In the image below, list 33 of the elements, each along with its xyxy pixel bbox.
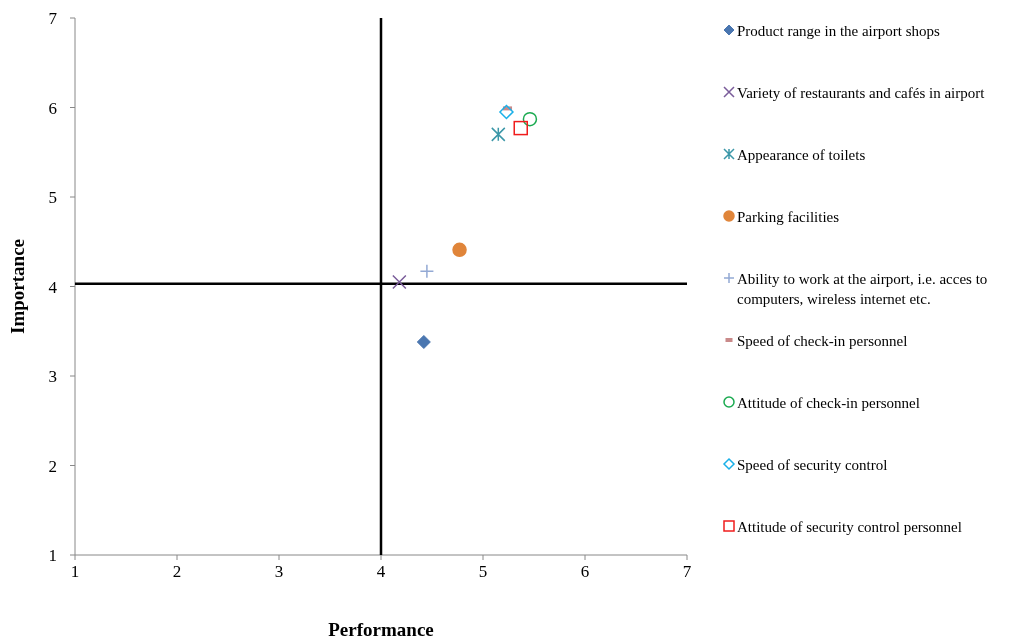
legend-label: Parking facilities — [737, 209, 840, 225]
legend-label: Speed of security control — [737, 457, 888, 473]
y-tick-label: 1 — [48, 546, 57, 565]
x-tick-label: 2 — [172, 562, 182, 581]
legend-label: Attitude of security control personnel — [737, 519, 962, 535]
legend-label: Variety of restaurants and cafés in airport — [737, 85, 986, 101]
y-tick-label: 2 — [48, 456, 57, 476]
y-tick-label: 6 — [48, 98, 57, 118]
x-tick-label: 7 — [682, 562, 692, 581]
x-tick-label: 6 — [580, 562, 590, 581]
x-tick-label: 5 — [478, 562, 488, 581]
point — [419, 264, 435, 279]
point — [452, 242, 467, 258]
legend-label: Product range in the airport shops — [737, 23, 941, 39]
legend-label: Attitude of check-in personnel — [737, 395, 920, 411]
point — [491, 127, 506, 142]
point — [513, 120, 528, 136]
point — [416, 334, 431, 349]
y-tick-label: 4 — [48, 277, 58, 297]
point — [392, 274, 407, 290]
y-tick-label: 7 — [48, 9, 58, 28]
x-tick-label: 3 — [274, 562, 284, 581]
point — [499, 104, 514, 120]
y-axis-title: Importance — [7, 239, 28, 334]
point — [522, 111, 538, 127]
legend-label: Speed of check-in personnel — [737, 333, 908, 349]
legend-label: Appearance of toilets — [737, 147, 866, 163]
x-tick-label: 1 — [70, 562, 80, 581]
x-tick-label: 4 — [376, 562, 386, 581]
y-tick-label: 5 — [48, 188, 57, 207]
legend-label: Ability to work at the airport, i.e. acces to computers, wireless internet etc. — [737, 271, 988, 307]
x-axis-title: Performance — [328, 619, 434, 640]
y-tick-label: 3 — [48, 367, 57, 386]
